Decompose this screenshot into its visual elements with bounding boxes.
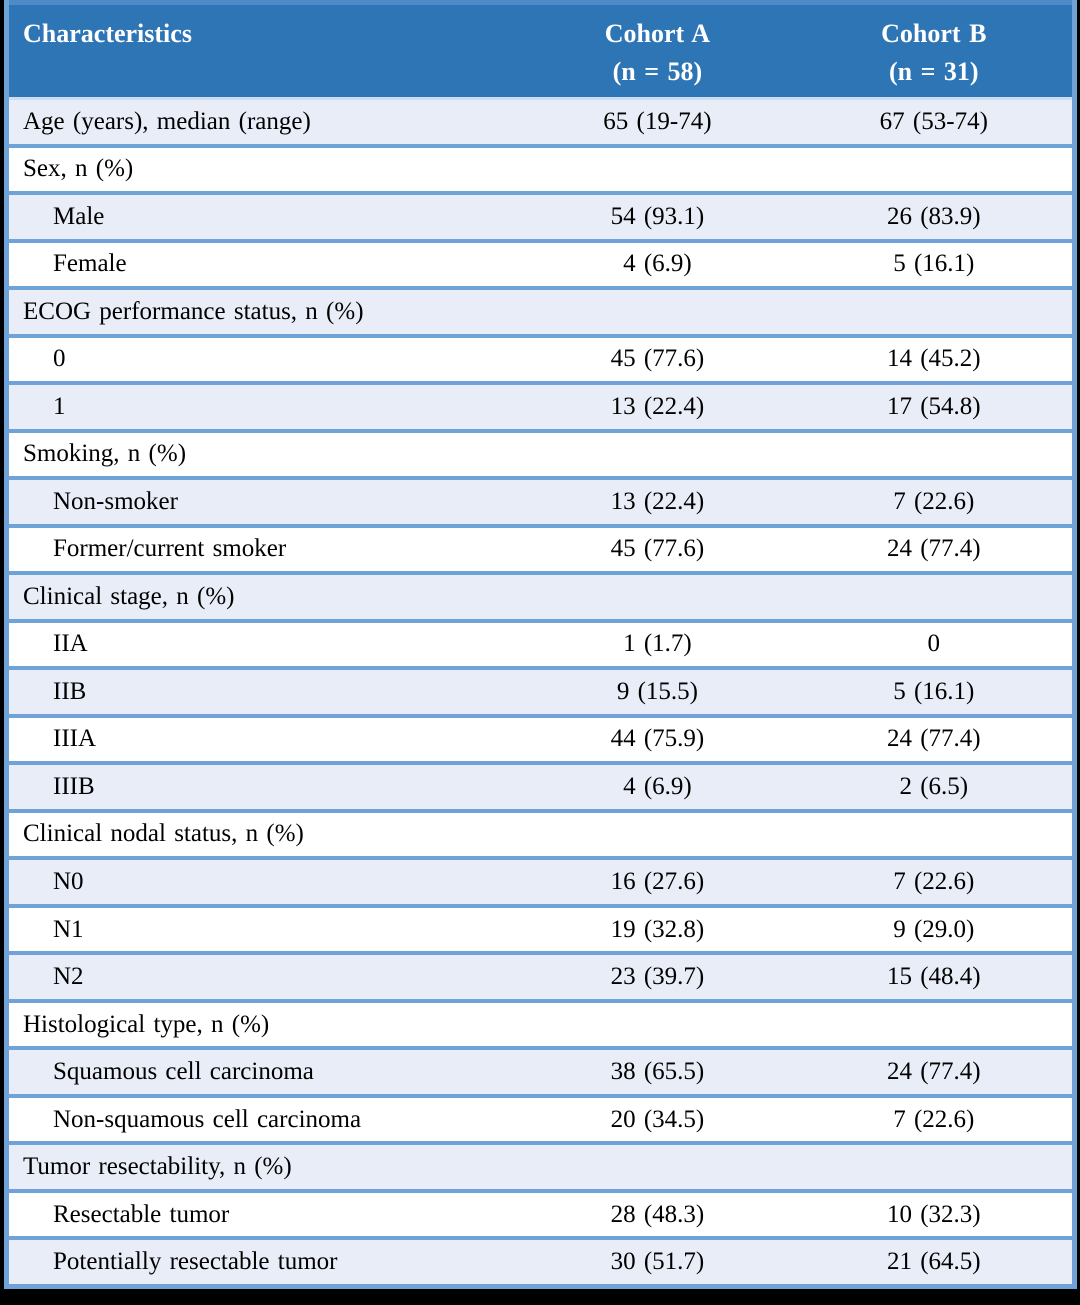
row-label: 1 [53,392,66,420]
cohort-a-value: 13 (22.4) [610,487,705,515]
cohort-b-value: 14 (45.2) [886,345,981,373]
section-header-row: Smoking, n (%) [9,428,1072,477]
table-row: N1 19 (32.8) 9 (29.0) [9,903,1072,952]
cohort-a-value: 23 (39.7) [610,963,705,991]
cohort-b-value: 7 (22.6) [893,1105,975,1133]
row-label: Tumor resectability, n (%) [23,1153,292,1181]
cohort-a-value: 19 (32.8) [610,915,705,943]
table-row: Non-squamous cell carcinoma 20 (34.5) 7 (2… [9,1093,1072,1142]
table-row: Resectable tumor 28 (48.3) 10 (32.3) [9,1188,1072,1237]
column-header-characteristics: Characteristics [23,19,192,48]
row-label: N2 [53,963,84,991]
row-label: Histological type, n (%) [23,1010,270,1038]
cohort-b-title: Cohort B [881,19,987,48]
section-header-row: ECOG performance status, n (%) [9,286,1072,334]
cohort-b-value: 5 (16.1) [893,250,975,278]
table-header-row: Characteristics Cohort A (n = 58) Cohort… [9,0,1072,100]
cohort-b-value: 0 [927,630,941,658]
row-label: Male [53,202,105,230]
row-label: Resectable tumor [53,1200,230,1228]
row-label: IIA [53,630,88,658]
cohort-b-value: 21 (64.5) [886,1248,981,1276]
section-header-row: Clinical nodal status, n (%) [9,808,1072,857]
cohort-a-value: 13 (22.4) [610,392,705,420]
cohort-a-value: 54 (93.1) [610,202,705,230]
table-body: Age (years), median (range) 65 (19-74) 67 … [9,100,1072,1284]
table-row: Squamous cell carcinoma 38 (65.5) 24 (77.4… [9,1046,1072,1094]
table-row: N2 23 (39.7) 15 (48.4) [9,951,1072,999]
row-label: Squamous cell carcinoma [53,1058,314,1086]
cohort-b-value: 7 (22.6) [893,487,975,515]
section-header-row: Clinical stage, n (%) [9,571,1072,619]
cohort-a-value: 4 (6.9) [623,250,692,278]
cohort-a-value: 45 (77.6) [610,535,705,563]
cohort-a-value: 28 (48.3) [610,1200,705,1228]
table-row: IIA 1 (1.7) 0 [9,618,1072,667]
row-label: Non-smoker [53,487,178,515]
cohort-b-value: 24 (77.4) [886,535,981,563]
cohort-a-value: 65 (19-74) [603,107,712,135]
row-label: 0 [53,345,66,373]
table-row: IIIA 44 (75.9) 24 (77.4) [9,713,1072,762]
table-row: 1 13 (22.4) 17 (54.8) [9,381,1072,429]
cohort-b-value: 9 (29.0) [893,915,975,943]
table-row: Former/current smoker 45 (77.6) 24 (77.4) [9,523,1072,572]
row-label: N1 [53,915,84,943]
column-header-cohort-a: Cohort A (n = 58) [519,5,795,97]
characteristics-table: Characteristics Cohort A (n = 58) Cohort… [4,0,1077,1289]
cohort-a-value: 1 (1.7) [623,630,692,658]
cohort-a-value: 45 (77.6) [610,345,705,373]
row-label: Clinical stage, n (%) [23,582,235,610]
cohort-a-value: 30 (51.7) [610,1248,705,1276]
cohort-b-value: 17 (54.8) [886,392,981,420]
cohort-b-value: 10 (32.3) [886,1200,981,1228]
cohort-a-sample-size: (n = 58) [612,57,703,86]
cohort-b-value: 15 (48.4) [886,963,981,991]
row-label: Female [53,250,127,278]
row-label: Former/current smoker [53,535,287,563]
table-row: 0 45 (77.6) 14 (45.2) [9,333,1072,382]
cohort-a-value: 38 (65.5) [610,1058,705,1086]
row-label: IIB [53,677,87,705]
cohort-b-value: 7 (22.6) [893,868,975,895]
cohort-b-value: 67 (53-74) [879,107,988,135]
cohort-a-value: 4 (6.9) [623,772,692,800]
row-label: N0 [53,868,84,895]
row-label: Non-squamous cell carcinoma [53,1105,362,1133]
row-label: Potentially resectable tumor [53,1248,338,1276]
row-label: ECOG performance status, n (%) [23,297,364,325]
table-row: Male 54 (93.1) 26 (83.9) [9,191,1072,239]
cohort-b-value: 24 (77.4) [886,725,981,753]
section-header-row: Sex, n (%) [9,143,1072,192]
table-row: IIB 9 (15.5) 5 (16.1) [9,666,1072,714]
table-row: Non-smoker 13 (22.4) 7 (22.6) [9,476,1072,524]
row-label: IIIA [53,725,97,753]
table-row: Potentially resectable tumor 30 (51.7) 21 … [9,1236,1072,1284]
table-row: Female 4 (6.9) 5 (16.1) [9,238,1072,287]
cohort-b-sample-size: (n = 31) [889,57,979,86]
section-header-row: Tumor resectability, n (%) [9,1141,1072,1189]
table-row: Age (years), median (range) 65 (19-74) 67 … [9,100,1072,144]
table-row: N0 16 (27.6) 7 (22.6) [9,856,1072,904]
cohort-b-value: 5 (16.1) [893,677,975,705]
section-header-row: Histological type, n (%) [9,998,1072,1047]
cohort-b-value: 26 (83.9) [886,202,981,230]
row-label: Clinical nodal status, n (%) [23,820,304,848]
table-row: IIIB 4 (6.9) 2 (6.5) [9,761,1072,809]
cohort-a-value: 16 (27.6) [610,868,705,895]
column-header-cohort-b: Cohort B (n = 31) [796,5,1072,97]
row-label: IIIB [53,772,95,800]
cohort-a-value: 20 (34.5) [610,1105,705,1133]
cohort-b-value: 24 (77.4) [886,1058,981,1086]
cohort-a-value: 9 (15.5) [616,677,698,705]
cohort-a-title: Cohort A [604,19,711,48]
cohort-b-value: 2 (6.5) [899,772,969,800]
cohort-a-value: 44 (75.9) [610,725,705,753]
row-label: Sex, n (%) [23,155,134,183]
row-label: Age (years), median (range) [23,107,311,135]
row-label: Smoking, n (%) [23,440,187,468]
